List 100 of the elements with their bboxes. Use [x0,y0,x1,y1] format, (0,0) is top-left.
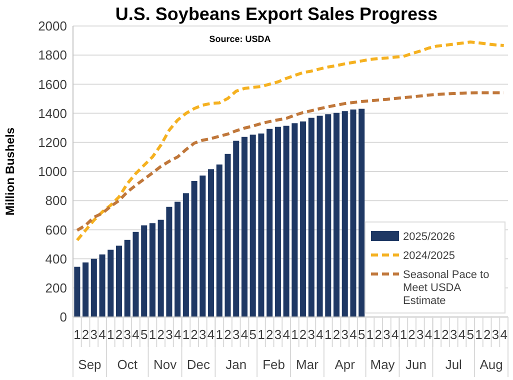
x-tick-label: 1 [324,327,332,342]
bar [258,134,264,317]
bar [308,118,314,317]
x-tick-label: 2 [224,327,232,342]
x-tick-label: 4 [174,327,182,342]
bar [108,250,114,317]
x-tick-label: 5 [358,327,366,342]
x-tick-label: 3 [341,327,348,342]
y-tick-label: 0 [60,310,67,325]
y-tick-label: 600 [45,222,67,238]
text: Jun [405,357,426,372]
y-tick-label: 200 [45,280,67,296]
bar [325,114,332,317]
text: Apr [334,357,356,372]
y-tick-label: 1400 [38,106,67,121]
legend-label: Seasonal Pace to Meet USDA Estimate [403,268,490,307]
text: Jul [445,357,462,372]
x-tick-label: 2 [82,327,90,342]
x-tick-label: 1 [216,327,224,342]
x-tick-label: 4 [132,327,140,342]
text: Nov [153,357,178,372]
bar [149,223,156,317]
x-tick-label: 4 [316,327,324,342]
bar [191,180,198,317]
bar [99,254,106,317]
x-tick-label: 1 [74,327,81,342]
bar [358,108,365,317]
x-tick-label: 2 [442,327,449,342]
bar [283,126,290,317]
y-tick-label: 400 [45,251,67,266]
y-tick-label: 800 [45,193,67,208]
bar [316,116,323,317]
line-series [76,91,506,232]
x-tick-label: 4 [391,327,399,342]
line-series [76,40,506,242]
x-tick-label: 4 [424,327,432,342]
x-tick-label: 4 [240,327,248,342]
x-tick-label: 3 [308,327,316,342]
x-tick-label: 3 [274,327,282,342]
bar [266,128,273,317]
x-tick-label: 4 [282,327,290,342]
bar [274,126,281,317]
x-tick-label: 1 [475,327,482,342]
x-tick-label: 2 [115,327,123,342]
bar [350,110,356,317]
text: Dec [186,357,211,372]
x-tick-label: 1 [182,327,190,342]
x-tick-label: 1 [366,327,374,342]
x-tick-label: 2 [374,327,382,342]
x-tick-label: 3 [166,327,173,342]
x-tick-label: 3 [416,327,424,342]
bar [124,240,130,317]
bar [132,232,139,317]
text: Sep [78,357,102,372]
bar [90,258,97,317]
x-tick-label: 2 [408,327,416,342]
bar [224,154,231,317]
x-tick-label: 4 [500,327,508,342]
x-tick-label: 4 [458,327,466,342]
text: Oct [117,357,138,372]
x-tick-label: 5 [249,327,256,342]
bar [174,202,181,317]
bar [241,136,248,317]
x-tick-label: 3 [124,327,131,342]
y-tick-label: 1600 [38,76,67,92]
y-axis-title: Million Bushels [3,127,17,216]
bar [158,220,164,317]
x-tick-label: 3 [450,327,458,342]
text: Jan [226,357,247,372]
x-tick-label: 2 [299,327,307,342]
x-tick-label: 2 [157,327,164,342]
x-tick-label: 3 [232,327,240,342]
bar [74,266,80,317]
bar [116,246,122,317]
bar [141,225,148,317]
bar [216,164,222,317]
x-tick-label: 1 [291,327,298,342]
bar [82,262,89,317]
x-tick-label: 1 [148,327,156,342]
x-tick-label: 1 [433,327,441,342]
x-tick-label: 3 [90,327,98,342]
chart-title: U.S. Soybeans Export Sales Progress [115,4,438,24]
bar [334,112,340,317]
x-tick-label: 2 [483,327,491,342]
x-tick-label: 5 [466,327,474,342]
y-tick-label: 1200 [38,134,67,150]
y-tick-label: 1800 [38,48,67,63]
bar [200,176,206,317]
x-tick-label: 2 [190,327,198,342]
text: Feb [262,357,285,372]
legend-label: 2025/2026 [403,230,455,243]
x-tick-label: 5 [140,327,148,342]
y-tick-label: 1000 [38,164,67,180]
bar [166,206,172,317]
x-tick-label: 2 [332,327,340,342]
bar [250,134,256,317]
bar [342,111,348,317]
x-tick-label: 3 [383,327,390,342]
text: May [370,357,396,372]
y-tick-label: 2000 [38,18,67,34]
